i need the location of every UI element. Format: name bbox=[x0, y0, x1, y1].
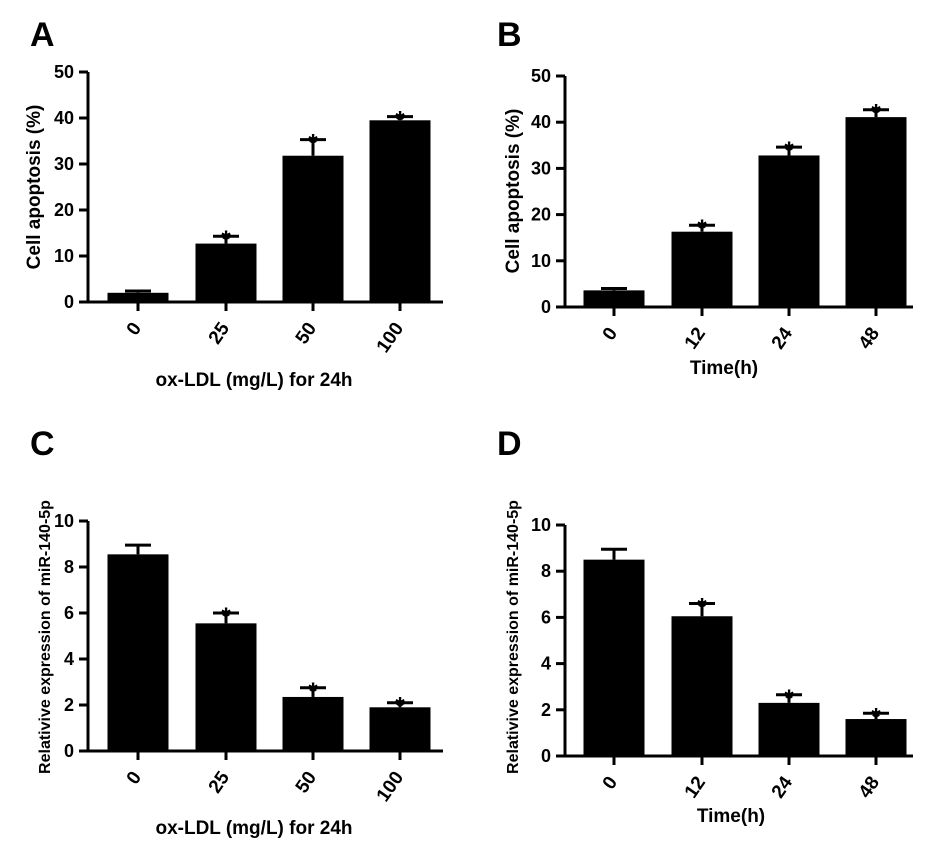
y-tick-label: 8 bbox=[541, 561, 551, 581]
bar bbox=[369, 707, 431, 751]
x-tick-label: 0 bbox=[599, 773, 622, 794]
bar bbox=[195, 243, 257, 302]
y-tick-label: 50 bbox=[54, 62, 74, 82]
x-tick-label: 48 bbox=[855, 324, 884, 353]
x-tick-label: 50 bbox=[292, 319, 321, 348]
x-tick-label: 0 bbox=[123, 319, 146, 340]
x-tick-label: 50 bbox=[292, 768, 321, 797]
y-tick-label: 2 bbox=[541, 700, 551, 720]
x-tick-label: 100 bbox=[373, 319, 408, 357]
x-axis-title-a: ox-LDL (mg/L) for 24h bbox=[155, 370, 352, 391]
bar bbox=[671, 231, 733, 307]
significance-star: * bbox=[221, 603, 231, 630]
significance-star: * bbox=[871, 703, 881, 730]
x-axis-title-d: Time(h) bbox=[697, 806, 765, 827]
bar bbox=[758, 702, 820, 756]
panel-b: B Cell apoptosis (%) Time(h) 0 10 20 30 40 50… bbox=[497, 16, 913, 379]
bar bbox=[282, 155, 344, 302]
x-tick-label: 12 bbox=[681, 324, 710, 353]
y-tick-label: 8 bbox=[64, 557, 74, 577]
y-tick-label: 0 bbox=[64, 292, 74, 312]
significance-star: * bbox=[697, 594, 707, 621]
bar bbox=[583, 559, 645, 756]
y-axis-title-c: Relativive expression of miR-140-5p bbox=[37, 500, 54, 774]
bar bbox=[671, 616, 733, 756]
x-tick-label: 0 bbox=[123, 768, 146, 789]
y-tick-label: 4 bbox=[541, 654, 551, 674]
y-tick-label: 40 bbox=[54, 108, 74, 128]
y-tick-label: 0 bbox=[64, 741, 74, 761]
bar bbox=[369, 120, 431, 302]
y-tick-label: 10 bbox=[54, 246, 74, 266]
y-tick-label: 10 bbox=[531, 515, 551, 535]
y-tick-label: 0 bbox=[541, 297, 551, 317]
x-tick-label: 24 bbox=[768, 772, 798, 802]
y-axis-title-b: Cell apoptosis (%) bbox=[503, 109, 524, 274]
significance-star: * bbox=[395, 693, 405, 720]
significance-star: * bbox=[697, 215, 707, 242]
y-axis-title-a: Cell apoptosis (%) bbox=[24, 105, 45, 270]
y-tick-label: 30 bbox=[531, 158, 551, 178]
significance-star: * bbox=[308, 678, 318, 705]
bar bbox=[195, 623, 257, 751]
y-axis-title-d: Relativive expression of miR-140-5p bbox=[505, 500, 522, 774]
significance-star: * bbox=[784, 137, 794, 164]
significance-star: * bbox=[395, 107, 405, 134]
x-axis-title-c: ox-LDL (mg/L) for 24h bbox=[155, 818, 352, 839]
y-tick-label: 20 bbox=[54, 200, 74, 220]
bar bbox=[583, 290, 645, 307]
significance-star: * bbox=[871, 100, 881, 127]
bar bbox=[107, 554, 169, 751]
bar bbox=[845, 719, 907, 756]
panel-label-a: A bbox=[30, 16, 55, 54]
panel-a: A Cell apoptosis (%) ox-LDL (mg/L) for 2… bbox=[24, 16, 443, 391]
y-tick-label: 2 bbox=[64, 695, 74, 715]
panel-label-c: C bbox=[30, 425, 55, 463]
x-tick-label: 0 bbox=[599, 324, 622, 345]
x-axis-title-b: Time(h) bbox=[690, 358, 758, 379]
y-tick-label: 4 bbox=[64, 649, 74, 669]
y-tick-label: 30 bbox=[54, 154, 74, 174]
panel-label-b: B bbox=[497, 16, 522, 54]
bar bbox=[282, 696, 344, 751]
y-tick-label: 10 bbox=[531, 251, 551, 271]
x-tick-label: 100 bbox=[373, 768, 408, 806]
panel-label-d: D bbox=[497, 425, 522, 463]
x-tick-label: 24 bbox=[768, 323, 798, 353]
significance-star: * bbox=[221, 226, 231, 253]
y-tick-label: 6 bbox=[64, 603, 74, 623]
y-tick-label: 20 bbox=[531, 205, 551, 225]
bar bbox=[845, 117, 907, 307]
y-tick-label: 6 bbox=[541, 607, 551, 627]
x-tick-label: 25 bbox=[205, 767, 235, 797]
x-tick-label: 48 bbox=[855, 773, 884, 802]
y-tick-label: 40 bbox=[531, 112, 551, 132]
significance-star: * bbox=[784, 685, 794, 712]
bar bbox=[758, 155, 820, 307]
bar bbox=[107, 292, 169, 302]
x-tick-label: 12 bbox=[681, 773, 710, 802]
x-tick-label: 25 bbox=[205, 318, 235, 348]
panel-c: C Relativive expression of miR-140-5p ox… bbox=[30, 425, 443, 839]
significance-star: * bbox=[308, 130, 318, 157]
y-tick-label: 0 bbox=[541, 746, 551, 766]
y-tick-label: 10 bbox=[54, 511, 74, 531]
panel-d: D Relativive expression of miR-140-5p Ti… bbox=[497, 425, 913, 827]
y-tick-label: 50 bbox=[531, 66, 551, 86]
